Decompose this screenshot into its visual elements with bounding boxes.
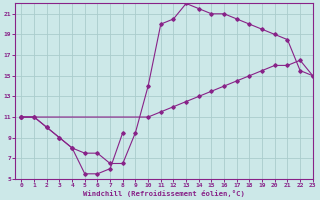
X-axis label: Windchill (Refroidissement éolien,°C): Windchill (Refroidissement éolien,°C) [83,190,245,197]
